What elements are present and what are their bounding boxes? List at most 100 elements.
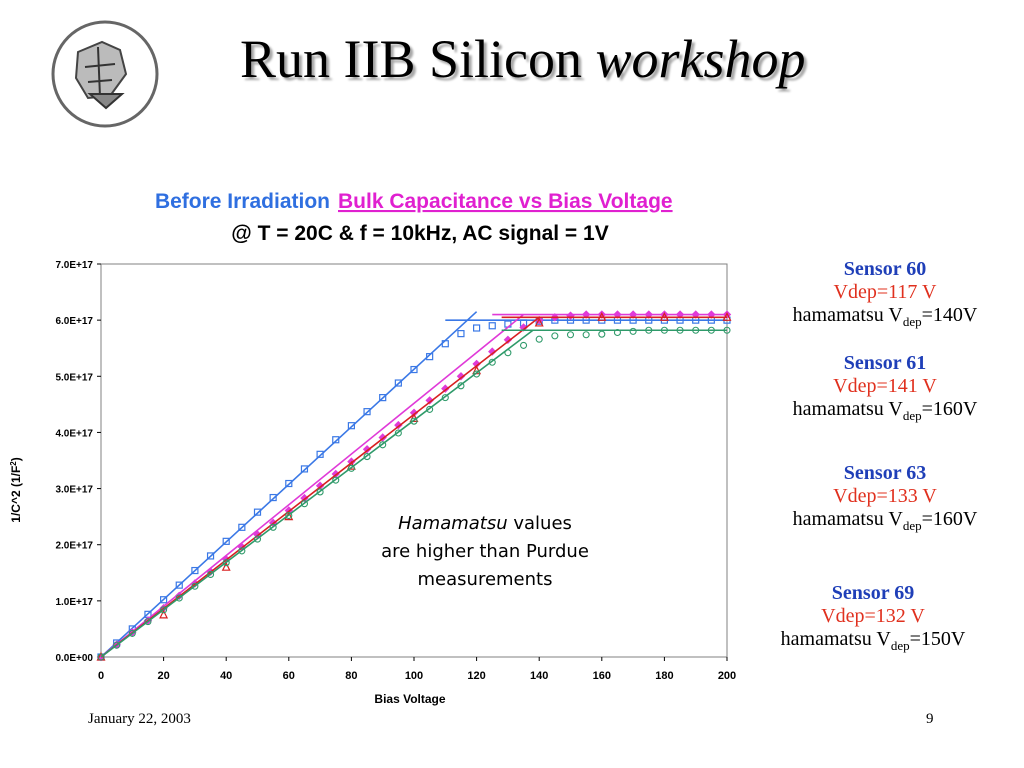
data-point (457, 330, 465, 338)
data-point (332, 436, 340, 444)
data-point (316, 450, 324, 458)
data-point (160, 596, 168, 604)
x-tick-label: 140 (530, 670, 548, 682)
y-tick-label: 5.0E+17 (55, 372, 93, 383)
data-point (347, 464, 355, 472)
data-point (347, 422, 355, 430)
data-point (426, 353, 434, 361)
data-point (629, 327, 637, 335)
data-point (175, 581, 183, 589)
sensor-hamamatsu: hamamatsu Vdep=150V (780, 628, 966, 653)
y-tick-label: 7.0E+17 (55, 260, 93, 271)
data-point (253, 508, 262, 516)
data-point (285, 511, 293, 520)
data-point (238, 523, 246, 531)
annotation-line1: Hamamatsu values (398, 513, 572, 534)
chart-title-part1: Before Irradiation (155, 190, 330, 213)
y-tick-label: 4.0E+17 (55, 428, 93, 439)
page-number: 9 (926, 711, 934, 727)
data-point (504, 349, 512, 357)
sensor-hamamatsu: hamamatsu Vdep=160V (792, 398, 978, 423)
data-point (473, 324, 481, 332)
fit-line (100, 329, 534, 658)
data-point (207, 570, 215, 579)
data-point (379, 441, 387, 449)
data-point (613, 328, 622, 337)
data-point (222, 537, 230, 545)
data-point (222, 559, 230, 567)
data-point (97, 653, 105, 661)
data-point (441, 394, 449, 402)
data-point (379, 394, 387, 402)
data-point (692, 326, 700, 334)
data-point (534, 317, 544, 327)
x-tick-label: 60 (283, 670, 295, 682)
data-point (551, 332, 559, 340)
hamamatsu-annotation: Hamamatsu values are higher than Purdue … (360, 510, 610, 594)
data-point (722, 311, 732, 321)
data-point (503, 335, 513, 344)
data-point (269, 493, 277, 502)
x-tick-label: 160 (593, 670, 611, 682)
slide-title: Run IIB Silicon workshop (240, 28, 806, 90)
data-point (425, 396, 434, 405)
sensor-name: Sensor 60 (843, 258, 927, 280)
sensor-hamamatsu: hamamatsu Vdep=160V (792, 508, 978, 533)
data-point (473, 370, 481, 378)
data-point (456, 372, 466, 381)
y-tick-label: 3.0E+17 (55, 485, 93, 496)
footer-date: January 22, 2003 (88, 711, 191, 727)
fit-line (100, 311, 478, 658)
data-point (300, 500, 309, 508)
data-point (394, 379, 402, 387)
data-point (253, 535, 262, 543)
sensor-vdep: Vdep=117 V (833, 281, 937, 303)
data-point (519, 341, 528, 349)
sensor-name: Sensor 69 (831, 582, 915, 604)
data-point (206, 552, 215, 560)
data-point (332, 476, 340, 484)
sensor-vdep: Vdep=132 V (821, 605, 925, 627)
data-point (488, 358, 496, 366)
data-point (144, 618, 152, 626)
x-tick-label: 120 (467, 670, 485, 682)
data-point (645, 326, 653, 334)
x-tick-label: 40 (220, 670, 232, 682)
x-tick-label: 100 (405, 670, 423, 682)
sensor-63-block: Sensor 63 Vdep=133 V hamamatsu Vdep=160V (760, 462, 1010, 534)
slide-title-italic: workshop (595, 29, 806, 89)
data-point (566, 331, 575, 339)
fit-line (100, 313, 525, 658)
x-tick-label: 20 (157, 670, 169, 682)
data-point (191, 566, 199, 575)
data-point (160, 606, 168, 614)
y-tick-label: 2.0E+17 (55, 541, 93, 552)
y-tick-label: 0.0E+00 (55, 653, 93, 664)
purdue-university-seal (51, 20, 159, 128)
data-point (410, 365, 418, 374)
annotation-line2: are higher than Purdue (381, 541, 589, 562)
sensor-hamamatsu: hamamatsu Vdep=140V (792, 304, 978, 329)
sensor-name: Sensor 63 (843, 462, 927, 484)
data-point (221, 561, 231, 571)
x-tick-label: 200 (718, 670, 736, 682)
sensor-61-block: Sensor 61 Vdep=141 V hamamatsu Vdep=160V (760, 352, 1010, 424)
data-point (363, 453, 371, 461)
x-axis-label: Bias Voltage (374, 692, 445, 706)
data-point (269, 523, 277, 531)
sensor-vdep: Vdep=133 V (833, 485, 937, 507)
data-point (409, 413, 419, 422)
data-point (676, 326, 684, 334)
data-point (488, 322, 496, 330)
sensor-60-block: Sensor 60 Vdep=117 V hamamatsu Vdep=140V (760, 258, 1010, 330)
fit-line (100, 316, 540, 658)
data-point (582, 331, 590, 339)
data-point (175, 594, 183, 602)
slide-title-plain: Run IIB Silicon (240, 29, 596, 89)
y-axis-label: 1/C^2 (1/F2) (9, 457, 24, 522)
data-point (426, 405, 434, 413)
data-point (707, 326, 715, 334)
capacitance-chart: Before Irradiation Bulk Capacitance vs B… (9, 190, 737, 706)
data-point (159, 609, 169, 619)
data-point (191, 582, 199, 590)
